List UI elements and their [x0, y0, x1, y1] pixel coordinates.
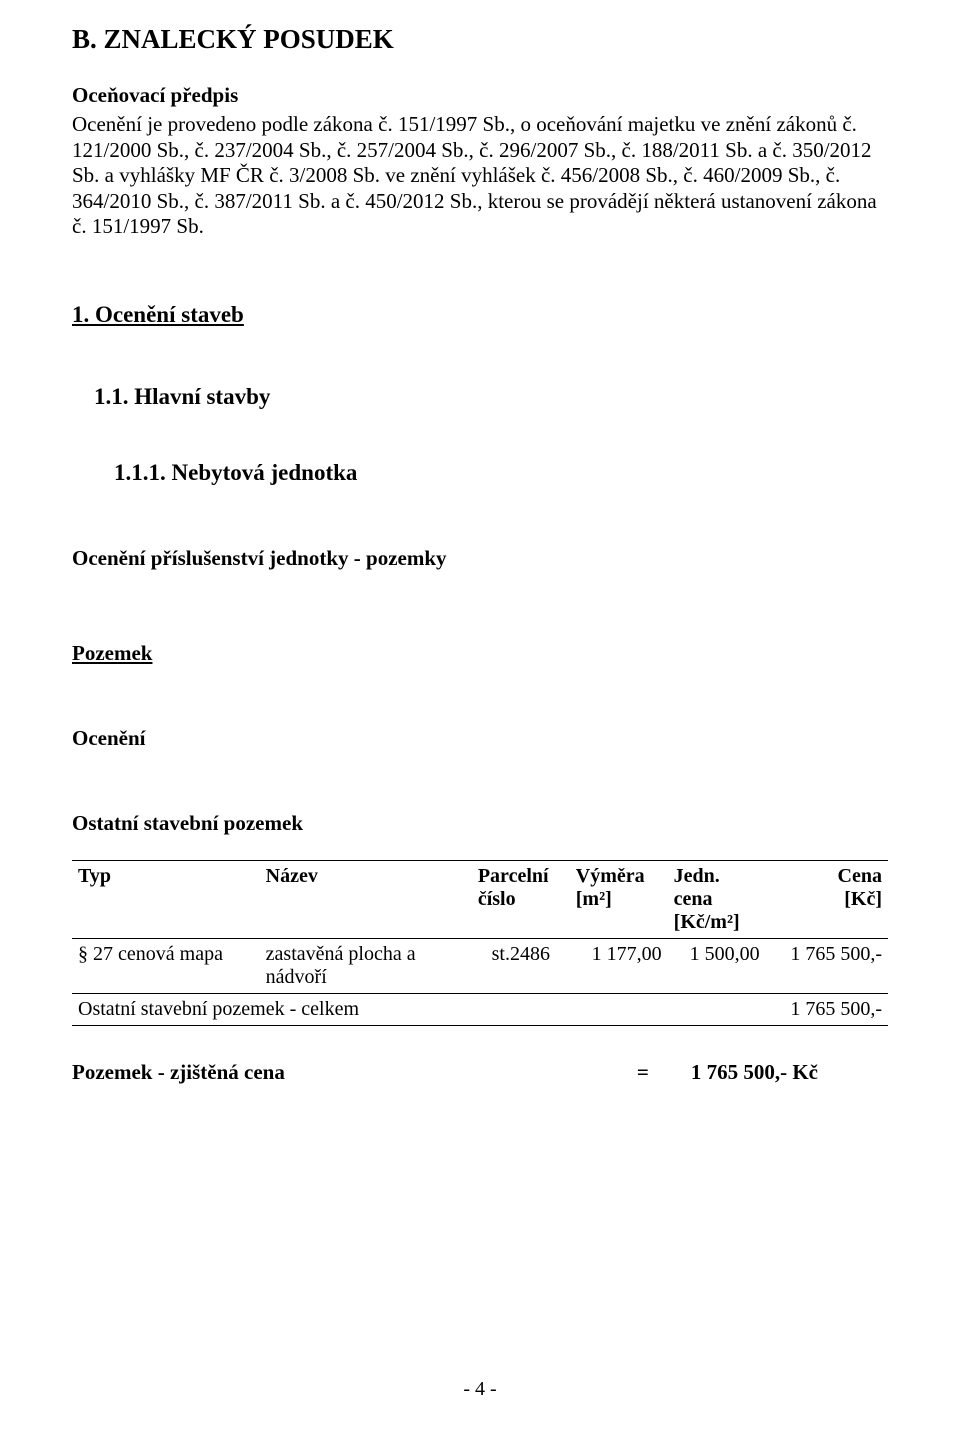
- col-cena: Cena [Kč]: [766, 861, 888, 939]
- heading-1-1-1: 1.1.1. Nebytová jednotka: [114, 460, 888, 486]
- col-nazev: Název: [260, 861, 472, 939]
- ostatni-heading: Ostatní stavební pozemek: [72, 811, 888, 836]
- col-jedn-l1: Jedn. cena: [674, 865, 720, 910]
- table-header-row: Typ Název Parcelní číslo Výměra [m²] Jed…: [72, 861, 888, 939]
- land-table: Typ Název Parcelní číslo Výměra [m²] Jed…: [72, 860, 888, 1026]
- oceneni-heading: Ocenění: [72, 726, 888, 751]
- col-parc: Parcelní číslo: [472, 861, 570, 939]
- col-typ-l1: Typ: [78, 865, 111, 887]
- col-cena-l2: [Kč]: [772, 888, 882, 911]
- pricing-text: Ocenění je provedeno podle zákona č. 151…: [72, 112, 888, 240]
- table-row: § 27 cenová mapa zastavěná plocha a nádv…: [72, 939, 888, 994]
- col-jedn: Jedn. cena [Kč/m²]: [668, 861, 766, 939]
- col-jedn-l2: [Kč/m²]: [674, 911, 760, 934]
- total-label: Ostatní stavební pozemek - celkem: [72, 994, 766, 1026]
- accessory-heading: Ocenění příslušenství jednotky - pozemky: [72, 546, 888, 571]
- pricing-heading: Oceňovací předpis: [72, 83, 888, 108]
- col-parc-l2: číslo: [478, 888, 564, 911]
- col-cena-l1: Cena: [838, 865, 882, 887]
- cell-jedn: 1 500,00: [668, 939, 766, 994]
- cell-vym: 1 177,00: [570, 939, 668, 994]
- result-right: = 1 765 500,- Kč: [637, 1060, 818, 1085]
- cell-parc: st.2486: [472, 939, 570, 994]
- col-nazev-l1: Název: [266, 865, 318, 887]
- section-title: B. ZNALECKÝ POSUDEK: [72, 24, 888, 55]
- total-value: 1 765 500,-: [766, 994, 888, 1026]
- col-vym-l2: [m²]: [576, 888, 662, 911]
- col-parc-l1: Parcelní: [478, 865, 549, 887]
- page-footer: - 4 -: [0, 1378, 960, 1401]
- pozemek-heading: Pozemek: [72, 641, 888, 666]
- result-line: Pozemek - zjištěná cena = 1 765 500,- Kč: [72, 1060, 888, 1085]
- table-total-row: Ostatní stavební pozemek - celkem 1 765 …: [72, 994, 888, 1026]
- result-label: Pozemek - zjištěná cena: [72, 1060, 285, 1085]
- cell-nazev-l1: zastavěná plocha a: [266, 943, 416, 965]
- heading-1: 1. Ocenění staveb: [72, 302, 888, 328]
- cell-cena: 1 765 500,-: [766, 939, 888, 994]
- cell-nazev: zastavěná plocha a nádvoří: [260, 939, 472, 994]
- col-typ: Typ: [72, 861, 260, 939]
- result-eq: =: [637, 1060, 649, 1085]
- heading-1-1: 1.1. Hlavní stavby: [94, 384, 888, 410]
- col-vym-l1: Výměra: [576, 865, 645, 887]
- cell-typ: § 27 cenová mapa: [72, 939, 260, 994]
- cell-nazev-l2: nádvoří: [266, 966, 327, 988]
- page: B. ZNALECKÝ POSUDEK Oceňovací předpis Oc…: [0, 0, 960, 1429]
- result-value: 1 765 500,- Kč: [691, 1060, 818, 1085]
- col-vym: Výměra [m²]: [570, 861, 668, 939]
